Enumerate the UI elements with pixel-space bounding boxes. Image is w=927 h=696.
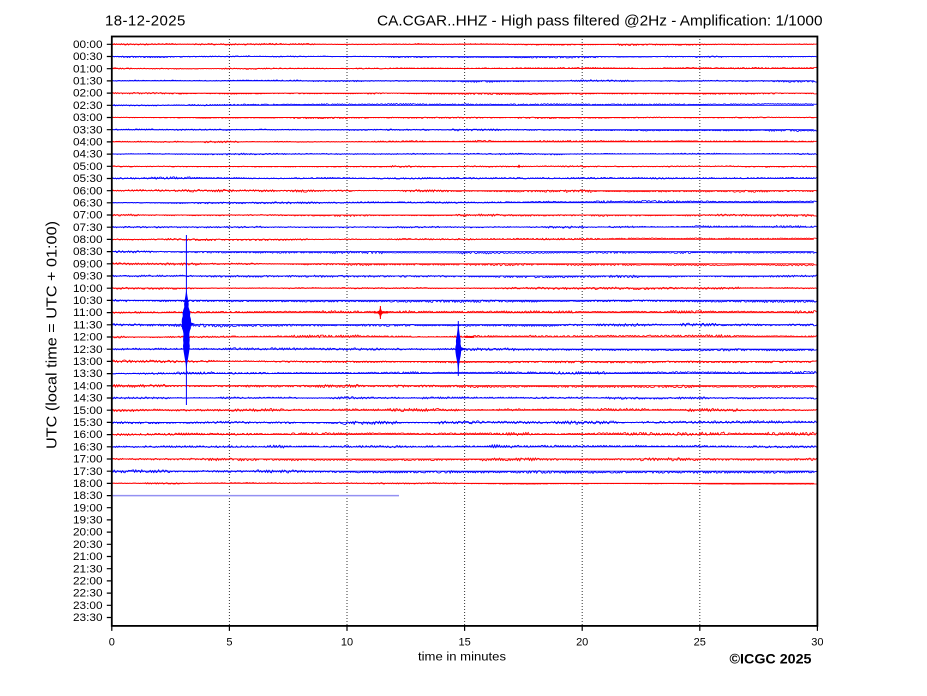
svg-text:05:30: 05:30 [73, 173, 103, 185]
svg-text:25: 25 [694, 637, 706, 649]
svg-text:21:00: 21:00 [73, 551, 103, 563]
svg-text:15:30: 15:30 [73, 417, 103, 429]
svg-text:21:30: 21:30 [73, 563, 103, 575]
svg-text:09:30: 09:30 [73, 271, 103, 283]
svg-text:22:00: 22:00 [73, 576, 103, 588]
svg-text:09:00: 09:00 [73, 258, 103, 270]
svg-text:12:30: 12:30 [73, 344, 103, 356]
svg-text:18:30: 18:30 [73, 490, 103, 502]
svg-text:01:00: 01:00 [73, 63, 103, 75]
svg-text:19:00: 19:00 [73, 502, 103, 514]
svg-text:10: 10 [341, 637, 353, 649]
svg-text:04:00: 04:00 [73, 137, 103, 149]
svg-text:04:30: 04:30 [73, 149, 103, 161]
svg-text:0: 0 [109, 637, 115, 649]
svg-text:12:00: 12:00 [73, 332, 103, 344]
svg-text:06:00: 06:00 [73, 185, 103, 197]
svg-text:18:00: 18:00 [73, 478, 103, 490]
svg-text:11:00: 11:00 [73, 307, 103, 319]
svg-text:20: 20 [576, 637, 588, 649]
svg-text:14:00: 14:00 [73, 380, 103, 392]
svg-text:©ICGC 2025: ©ICGC 2025 [730, 652, 813, 667]
svg-text:16:30: 16:30 [73, 441, 103, 453]
svg-text:22:30: 22:30 [73, 588, 103, 600]
svg-text:15:00: 15:00 [73, 405, 103, 417]
svg-text:00:00: 00:00 [73, 39, 103, 51]
svg-text:20:00: 20:00 [73, 527, 103, 539]
svg-text:16:00: 16:00 [73, 429, 103, 441]
svg-text:23:30: 23:30 [73, 612, 103, 624]
svg-text:08:30: 08:30 [73, 246, 103, 258]
svg-text:10:00: 10:00 [73, 283, 103, 295]
svg-text:30: 30 [811, 637, 823, 649]
svg-text:17:00: 17:00 [73, 454, 103, 466]
svg-text:CA.CGAR..HHZ - High pass filte: CA.CGAR..HHZ - High pass filtered @2Hz -… [377, 13, 823, 30]
svg-text:08:00: 08:00 [73, 234, 103, 246]
svg-text:02:30: 02:30 [73, 100, 103, 112]
svg-text:07:00: 07:00 [73, 210, 103, 222]
svg-text:07:30: 07:30 [73, 222, 103, 234]
svg-text:03:00: 03:00 [73, 112, 103, 124]
svg-text:23:00: 23:00 [73, 600, 103, 612]
svg-text:03:30: 03:30 [73, 124, 103, 136]
svg-text:20:30: 20:30 [73, 539, 103, 551]
svg-text:05:00: 05:00 [73, 161, 103, 173]
svg-text:11:30: 11:30 [73, 319, 103, 331]
svg-text:13:00: 13:00 [73, 356, 103, 368]
svg-text:13:30: 13:30 [73, 368, 103, 380]
svg-text:5: 5 [226, 637, 232, 649]
svg-text:17:30: 17:30 [73, 466, 103, 478]
svg-text:00:30: 00:30 [73, 51, 103, 63]
svg-text:10:30: 10:30 [73, 295, 103, 307]
svg-text:02:00: 02:00 [73, 88, 103, 100]
svg-text:06:30: 06:30 [73, 197, 103, 209]
svg-text:time in minutes: time in minutes [418, 652, 506, 664]
svg-text:UTC (local time = UTC + 01:00): UTC (local time = UTC + 01:00) [44, 221, 61, 449]
svg-text:18-12-2025: 18-12-2025 [105, 13, 186, 30]
svg-text:14:30: 14:30 [73, 393, 103, 405]
svg-text:01:30: 01:30 [73, 76, 103, 88]
svg-text:15: 15 [458, 637, 470, 649]
svg-text:19:30: 19:30 [73, 515, 103, 527]
